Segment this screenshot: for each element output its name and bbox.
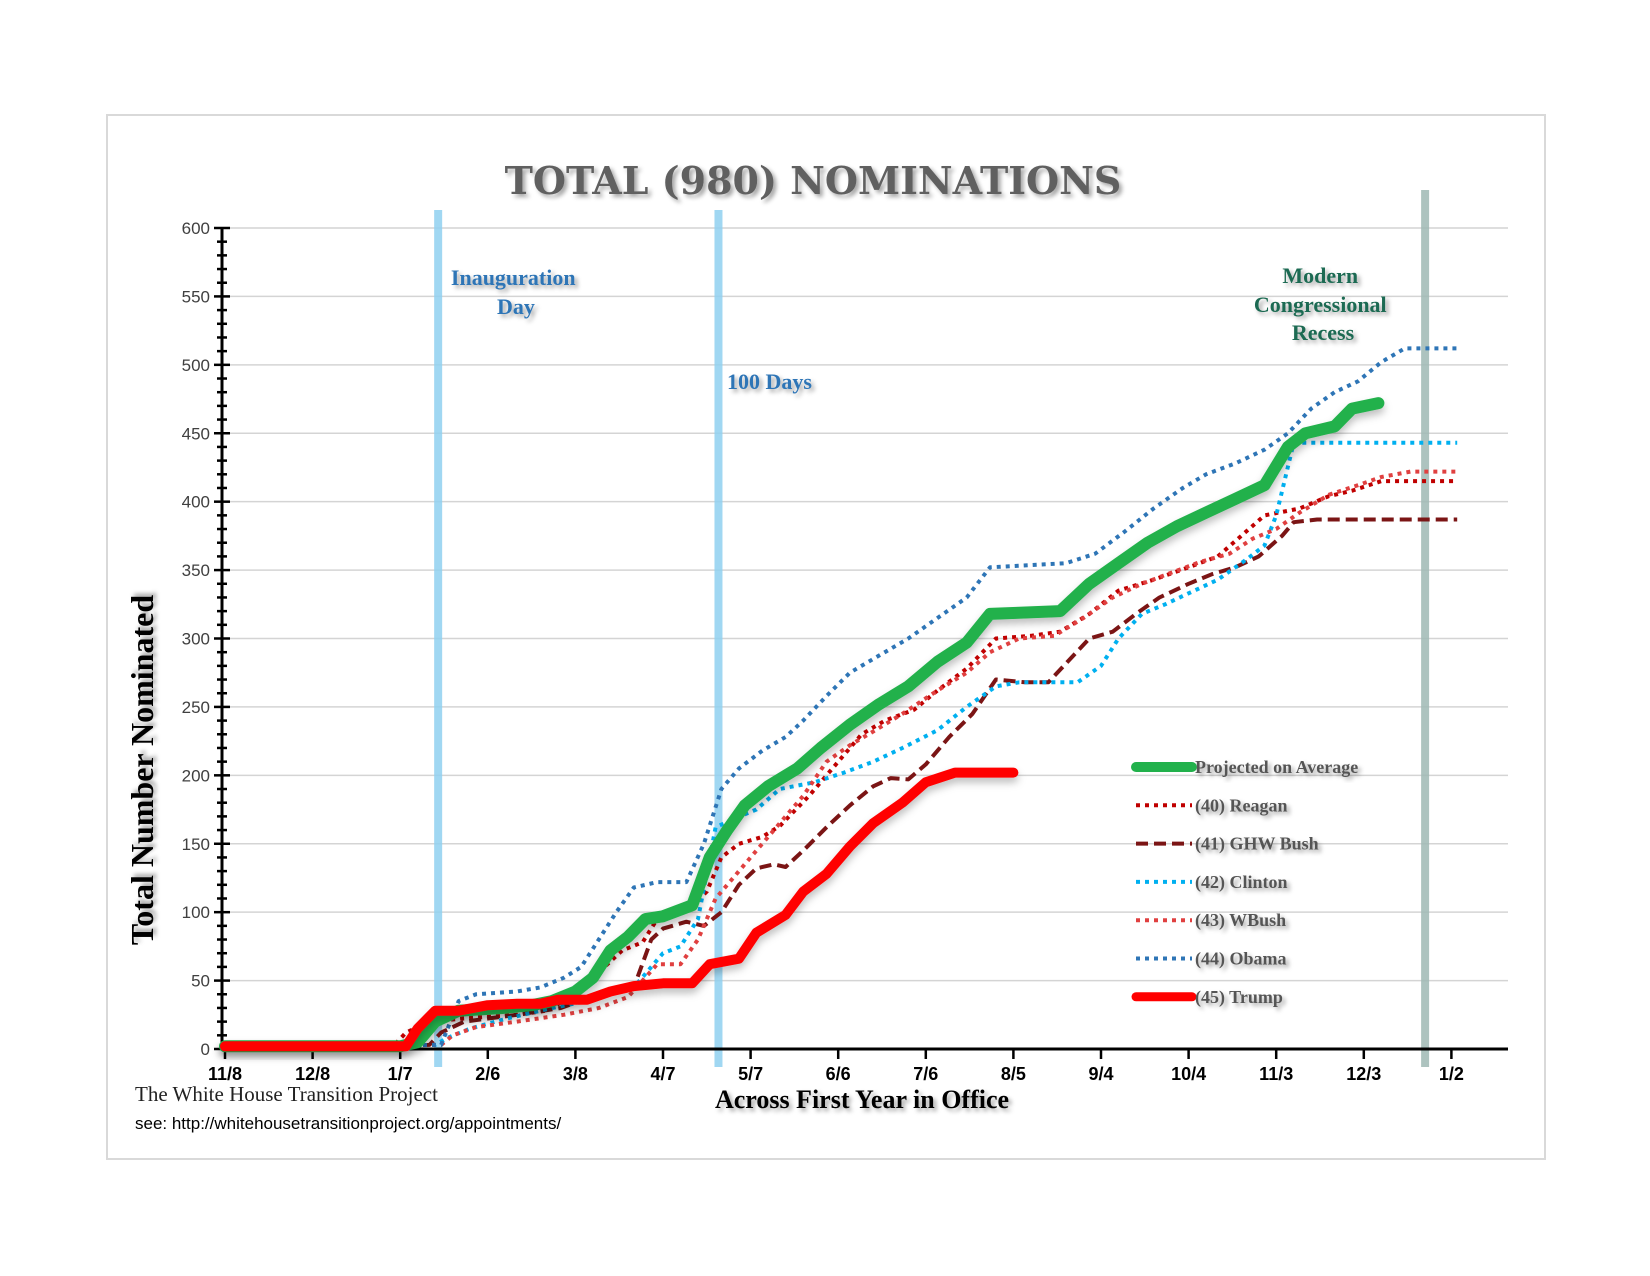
y-axis: 0 50 100 150 200 250 300 350 400 450 500 550 600 <box>182 219 230 1059</box>
legend-label-5: (44) Obama <box>1195 949 1287 970</box>
x-tick-label: 1/7 <box>388 1064 413 1084</box>
recess-annotation-line1: Modern <box>1282 263 1358 288</box>
x-tick-label: 1/2 <box>1439 1064 1464 1084</box>
y-tick-label: 400 <box>182 493 210 512</box>
recess-annotation-line2: Congressional <box>1254 292 1387 317</box>
legend-label-2: (41) GHW Bush <box>1195 834 1319 855</box>
source-title: The White House Transition Project <box>135 1082 438 1106</box>
inauguration-annotation: Inauguration Day <box>451 265 581 319</box>
legend-label-4: (43) WBush <box>1195 910 1286 931</box>
x-tick-label: 7/6 <box>913 1064 938 1084</box>
y-tick-label: 250 <box>182 698 210 717</box>
series-line-6 <box>220 767 1019 1052</box>
legend-label-3: (42) Clinton <box>1195 872 1288 893</box>
hundred-days-annotation: 100 Days <box>727 369 812 394</box>
y-tick-label: 100 <box>182 903 210 922</box>
x-tick-label: 3/8 <box>563 1064 588 1084</box>
series-lines <box>219 346 1458 1053</box>
chart-title: TOTAL (980) NOMINATIONS <box>505 158 1122 203</box>
recess-annotation-line3: Recess <box>1292 320 1355 345</box>
y-tick-label: 50 <box>191 972 210 991</box>
x-tick-label: 5/7 <box>738 1064 763 1084</box>
chart-frame <box>106 114 1546 1160</box>
series-line-5 <box>224 346 1458 1049</box>
series-line-4 <box>224 469 1458 1049</box>
x-tick-label: 11/3 <box>1259 1064 1293 1084</box>
x-tick-label: 10/4 <box>1171 1064 1206 1084</box>
source-url: see: http://whitehousetransitionproject.… <box>135 1114 561 1133</box>
x-tick-label: 6/6 <box>826 1064 851 1084</box>
inauguration-annotation-line2: Day <box>497 294 535 319</box>
legend-label-0: Projected on Average <box>1195 757 1358 777</box>
y-tick-label: 350 <box>182 561 210 580</box>
x-axis-title: Across First Year in Office <box>715 1085 1009 1114</box>
y-tick-label: 600 <box>182 219 210 238</box>
y-tick-label: 0 <box>201 1040 210 1059</box>
inauguration-annotation-line1: Inauguration <box>451 265 576 290</box>
x-tick-label: 4/7 <box>650 1064 675 1084</box>
y-tick-label: 150 <box>182 835 210 854</box>
recess-annotation: Modern Congressional Recess <box>1254 263 1392 345</box>
y-tick-label: 450 <box>182 424 210 443</box>
x-axis: 11/8 12/8 1/7 2/6 3/8 4/7 5/7 6/6 7/6 8/5 9/4 10/4 1… <box>208 1047 1508 1084</box>
x-tick-label: 12/8 <box>295 1064 330 1084</box>
x-tick-label: 9/4 <box>1088 1064 1113 1084</box>
vertical-markers <box>434 190 1430 1067</box>
legend: Projected on Average (40) Reagan (41) GHW … <box>1131 757 1358 1008</box>
y-tick-label: 200 <box>182 766 210 785</box>
legend-label-1: (40) Reagan <box>1195 795 1288 816</box>
x-tick-label: 11/8 <box>208 1064 242 1084</box>
legend-label-6: (45) Trump <box>1195 987 1283 1008</box>
y-tick-label: 550 <box>182 287 210 306</box>
x-tick-label: 2/6 <box>475 1064 500 1084</box>
series-line-2 <box>224 517 1458 1049</box>
y-axis-title: Total Number Nominated <box>124 595 160 945</box>
x-tick-label: 12/3 <box>1346 1064 1381 1084</box>
x-tick-label: 8/5 <box>1001 1064 1026 1084</box>
y-tick-label: 500 <box>182 356 210 375</box>
y-tick-label: 300 <box>182 630 210 649</box>
